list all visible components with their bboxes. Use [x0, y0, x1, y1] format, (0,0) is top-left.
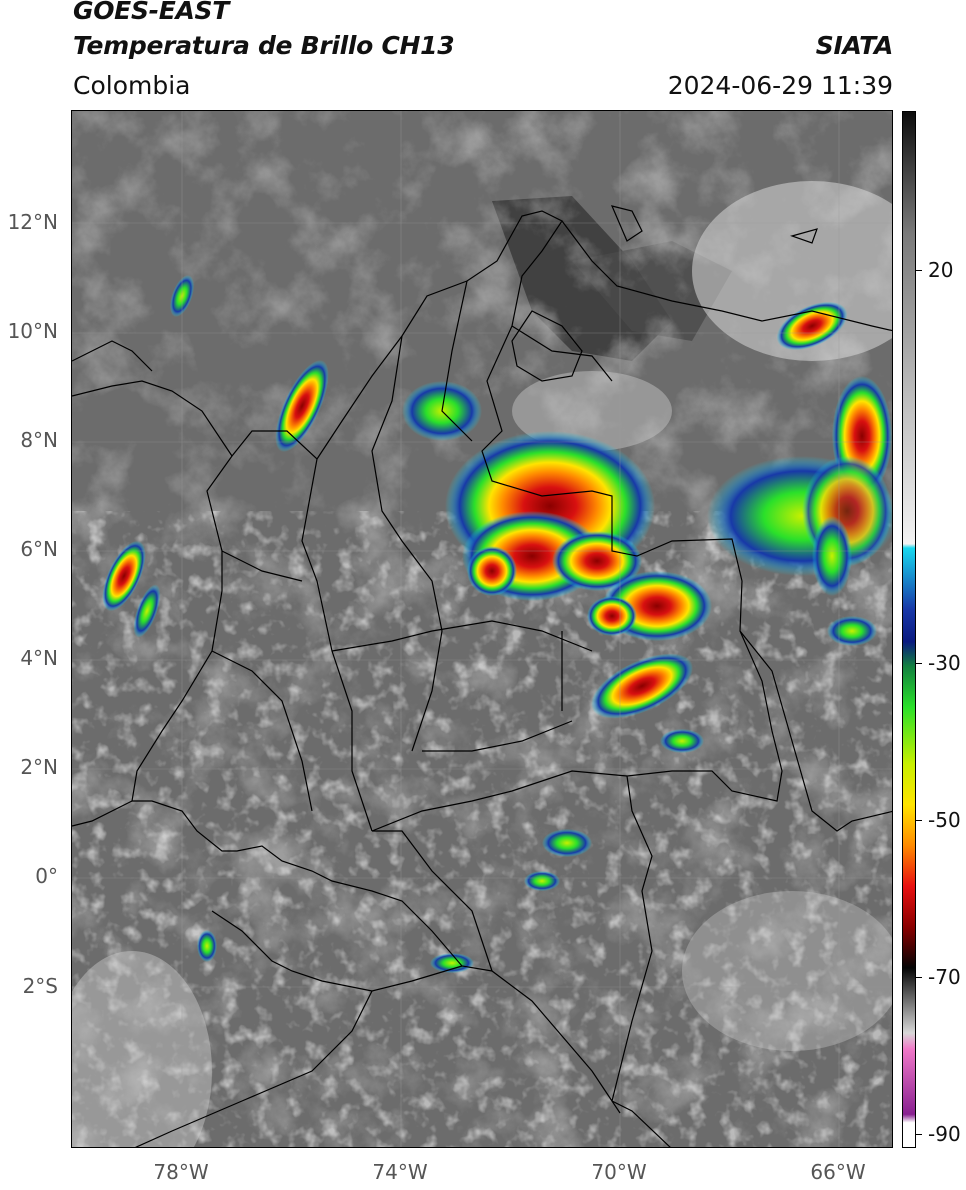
lon-label-78w: 78°W [153, 1160, 209, 1184]
temperature-colorbar [902, 111, 916, 1148]
lon-label-70w: 70°W [591, 1160, 647, 1184]
cloud-patch [682, 891, 892, 1051]
colorbar-label-minus70: -70 [928, 965, 961, 989]
source-label: SIATA [815, 31, 894, 60]
country-borders [72, 205, 892, 1147]
satellite-map [71, 110, 893, 1148]
colorbar-tick [916, 820, 922, 821]
lat-label-12n: 12°N [7, 210, 58, 234]
lon-label-66w: 66°W [810, 1160, 866, 1184]
map-canvas [72, 111, 892, 1147]
lat-label-6n: 6°N [20, 537, 58, 561]
cloud-texture-fine [72, 511, 892, 1147]
lat-label-2s: 2°S [22, 974, 58, 998]
colorbar-label-20: 20 [928, 258, 954, 282]
colorbar-tick [916, 270, 922, 271]
lat-label-2n: 2°N [20, 755, 58, 779]
lat-label-4n: 4°N [20, 646, 58, 670]
colorbar-label-minus90: -90 [928, 1122, 961, 1146]
lat-label-8n: 8°N [20, 428, 58, 452]
colorbar-tick [916, 663, 922, 664]
datetime-label: 2024-06-29 11:39 [667, 71, 893, 100]
colorbar-label-minus50: -50 [928, 808, 961, 832]
graticule [72, 111, 892, 1147]
region-label: Colombia [73, 71, 191, 100]
colorbar-tick [916, 1134, 922, 1135]
colorbar-tick [916, 977, 922, 978]
satellite-title: GOES-EAST [73, 0, 230, 25]
cloud-patch [512, 371, 672, 451]
cloud-patch [72, 951, 212, 1147]
lon-label-74w: 74°W [372, 1160, 428, 1184]
colorbar-label-minus30: -30 [928, 651, 961, 675]
lat-label-10n: 10°N [7, 319, 58, 343]
lat-label-0: 0° [35, 864, 58, 888]
product-title: Temperatura de Brillo CH13 [73, 31, 455, 60]
